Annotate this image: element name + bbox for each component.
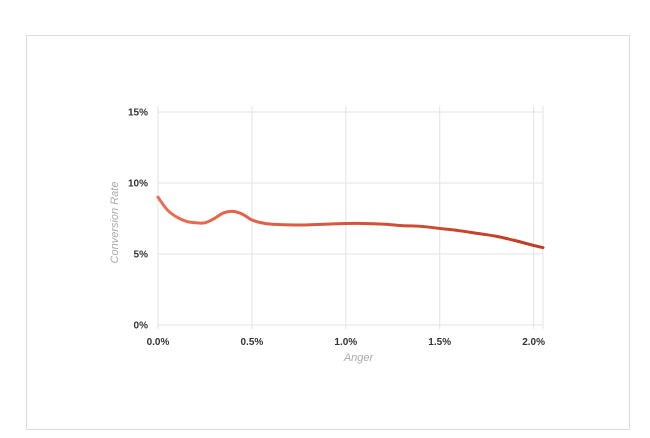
tick-labels: 0% 5% 10% 15% 0.0% 0.5% 1.0% 1.5% 2.0% — [128, 108, 545, 349]
y-tick-label: 5% — [134, 250, 149, 261]
x-tick-label: 0.0% — [147, 337, 170, 348]
y-tick-label: 0% — [134, 321, 149, 332]
x-tick-label: 1.5% — [428, 337, 451, 348]
series-group — [156, 195, 545, 250]
x-axis-title: Anger — [343, 352, 375, 364]
y-tick-label: 10% — [128, 179, 148, 190]
grid — [157, 106, 544, 329]
series-line — [156, 195, 545, 250]
x-tick-label: 0.5% — [241, 337, 264, 348]
y-axis-title: Conversion Rate — [109, 182, 121, 264]
chart-frame — [26, 35, 630, 430]
x-tick-label: 1.0% — [334, 337, 357, 348]
y-tick-label: 15% — [128, 108, 148, 119]
x-tick-label: 2.0% — [522, 337, 545, 348]
